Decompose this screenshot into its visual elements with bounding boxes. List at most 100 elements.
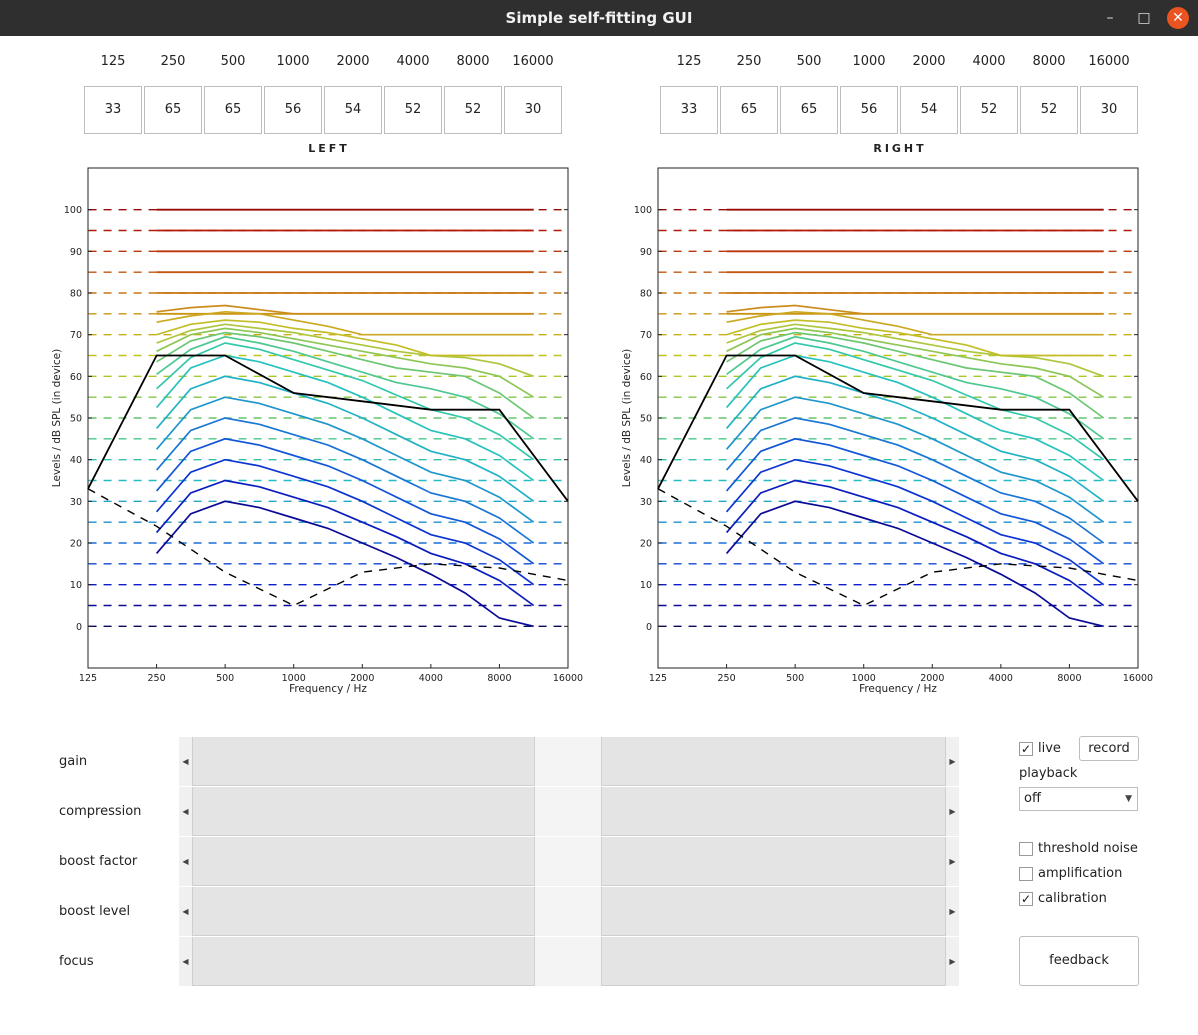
x-tick-label: 8000 <box>1057 673 1081 684</box>
output-curve <box>725 417 1105 544</box>
threshold-noise-label: threshold noise <box>1038 841 1138 856</box>
boost-factor-slider-thumb[interactable] <box>534 837 602 886</box>
output-curve <box>726 323 1104 378</box>
left-freq-label: 16000 <box>512 54 554 69</box>
y-tick-label: 70 <box>70 330 82 341</box>
output-curve <box>155 396 535 523</box>
record-button[interactable]: record <box>1079 736 1139 761</box>
x-tick-label: 1000 <box>852 673 876 684</box>
output-curve <box>155 354 535 482</box>
calibration-checkbox[interactable]: ✓ <box>1019 892 1033 906</box>
slider-left-arrow-icon[interactable]: ◀ <box>179 837 193 886</box>
y-tick-label: 10 <box>70 580 82 591</box>
y-axis-label: Levels / dB SPL (in device) <box>621 349 633 487</box>
x-tick-label: 500 <box>786 673 804 684</box>
focus-slider[interactable]: ◀ ▶ <box>179 937 959 986</box>
slider-right-arrow-icon[interactable]: ▶ <box>945 837 959 886</box>
output-curve <box>156 323 534 378</box>
slider-left-arrow-icon[interactable]: ◀ <box>179 887 193 936</box>
right-freq-label: 8000 <box>1032 54 1066 69</box>
output-curve <box>155 437 535 565</box>
y-tick-label: 40 <box>640 455 652 466</box>
output-curve <box>155 375 535 502</box>
y-tick-label: 100 <box>634 205 652 216</box>
right-freq-label: 250 <box>736 54 762 69</box>
right-gain-input[interactable]: 52 <box>960 86 1018 134</box>
left-freq-label: 125 <box>100 54 126 69</box>
output-curve <box>726 319 1104 357</box>
output-curve <box>156 335 535 440</box>
compression-slider-thumb[interactable] <box>534 787 602 836</box>
left-freq-label: 4000 <box>396 54 430 69</box>
playback-selected-value: off <box>1024 791 1041 806</box>
right-gain-input[interactable]: 30 <box>1080 86 1138 134</box>
output-curve <box>725 500 1104 628</box>
boost-factor-slider[interactable]: ◀ ▶ <box>179 837 959 886</box>
right-freq-label: 2000 <box>912 54 946 69</box>
left-gain-input[interactable]: 30 <box>504 86 562 134</box>
right-gain-input[interactable]: 65 <box>720 86 778 134</box>
y-tick-label: 30 <box>640 497 652 508</box>
left-gain-input[interactable]: 52 <box>444 86 502 134</box>
left-freq-label: 250 <box>160 54 186 69</box>
right-gain-input[interactable]: 65 <box>780 86 838 134</box>
slider-left-arrow-icon[interactable]: ◀ <box>179 737 193 786</box>
left-gain-input[interactable]: 54 <box>324 86 382 134</box>
x-tick-label: 1000 <box>282 673 306 684</box>
slider-left-arrow-icon[interactable]: ◀ <box>179 937 193 986</box>
y-tick-label: 20 <box>70 539 82 550</box>
slider-right-arrow-icon[interactable]: ▶ <box>945 937 959 986</box>
slider-right-arrow-icon[interactable]: ▶ <box>945 787 959 836</box>
amplification-checkbox[interactable] <box>1019 867 1033 881</box>
right-gain-input[interactable]: 54 <box>900 86 958 134</box>
y-axis-label: Levels / dB SPL (in device) <box>51 349 63 487</box>
output-curve <box>726 342 1105 461</box>
right-gain-input[interactable]: 52 <box>1020 86 1078 134</box>
maximize-button[interactable]: □ <box>1137 10 1151 26</box>
live-checkbox[interactable]: ✓ <box>1019 742 1033 756</box>
y-tick-label: 10 <box>640 580 652 591</box>
boost-level-slider[interactable]: ◀ ▶ <box>179 887 959 936</box>
left-gain-input[interactable]: 52 <box>384 86 442 134</box>
left-gain-input[interactable]: 33 <box>84 86 142 134</box>
playback-select[interactable]: off ▼ <box>1019 787 1138 811</box>
y-tick-label: 30 <box>70 497 82 508</box>
x-tick-label: 8000 <box>487 673 511 684</box>
minimize-button[interactable]: – <box>1106 10 1114 26</box>
slider-right-arrow-icon[interactable]: ▶ <box>945 737 959 786</box>
left-freq-label: 2000 <box>336 54 370 69</box>
left-freq-label: 1000 <box>276 54 310 69</box>
x-tick-label: 250 <box>148 673 166 684</box>
feedback-button[interactable]: feedback <box>1019 936 1139 986</box>
gain-line <box>657 354 1139 502</box>
threshold-line <box>657 488 1139 607</box>
output-curve <box>726 327 1105 398</box>
right-freq-label: 16000 <box>1088 54 1130 69</box>
focus-slider-thumb[interactable] <box>534 937 602 986</box>
right-gain-input[interactable]: 56 <box>840 86 898 134</box>
output-curve <box>725 396 1105 523</box>
left-gain-input[interactable]: 56 <box>264 86 322 134</box>
right-freq-label: 125 <box>676 54 702 69</box>
gain-slider[interactable]: ◀ ▶ <box>179 737 959 786</box>
left-freq-label: 500 <box>220 54 246 69</box>
right-ear-label: RIGHT <box>873 142 927 155</box>
output-curve <box>156 342 535 461</box>
compression-slider[interactable]: ◀ ▶ <box>179 787 959 836</box>
right-freq-label: 4000 <box>972 54 1006 69</box>
slider-right-arrow-icon[interactable]: ▶ <box>945 887 959 936</box>
slider-left-arrow-icon[interactable]: ◀ <box>179 787 193 836</box>
gain-slider-thumb[interactable] <box>534 737 602 786</box>
x-axis-label: Frequency / Hz <box>859 683 937 695</box>
left-gain-input[interactable]: 65 <box>144 86 202 134</box>
output-curve <box>156 327 535 398</box>
close-button[interactable]: ✕ <box>1167 7 1189 29</box>
right-gain-input[interactable]: 33 <box>660 86 718 134</box>
x-tick-label: 16000 <box>553 673 583 684</box>
boost-level-slider-thumb[interactable] <box>534 887 602 936</box>
output-curve <box>725 354 1105 482</box>
output-curve <box>726 335 1105 440</box>
left-gain-input[interactable]: 65 <box>204 86 262 134</box>
threshold-noise-checkbox[interactable] <box>1019 842 1033 856</box>
x-tick-label: 16000 <box>1123 673 1153 684</box>
